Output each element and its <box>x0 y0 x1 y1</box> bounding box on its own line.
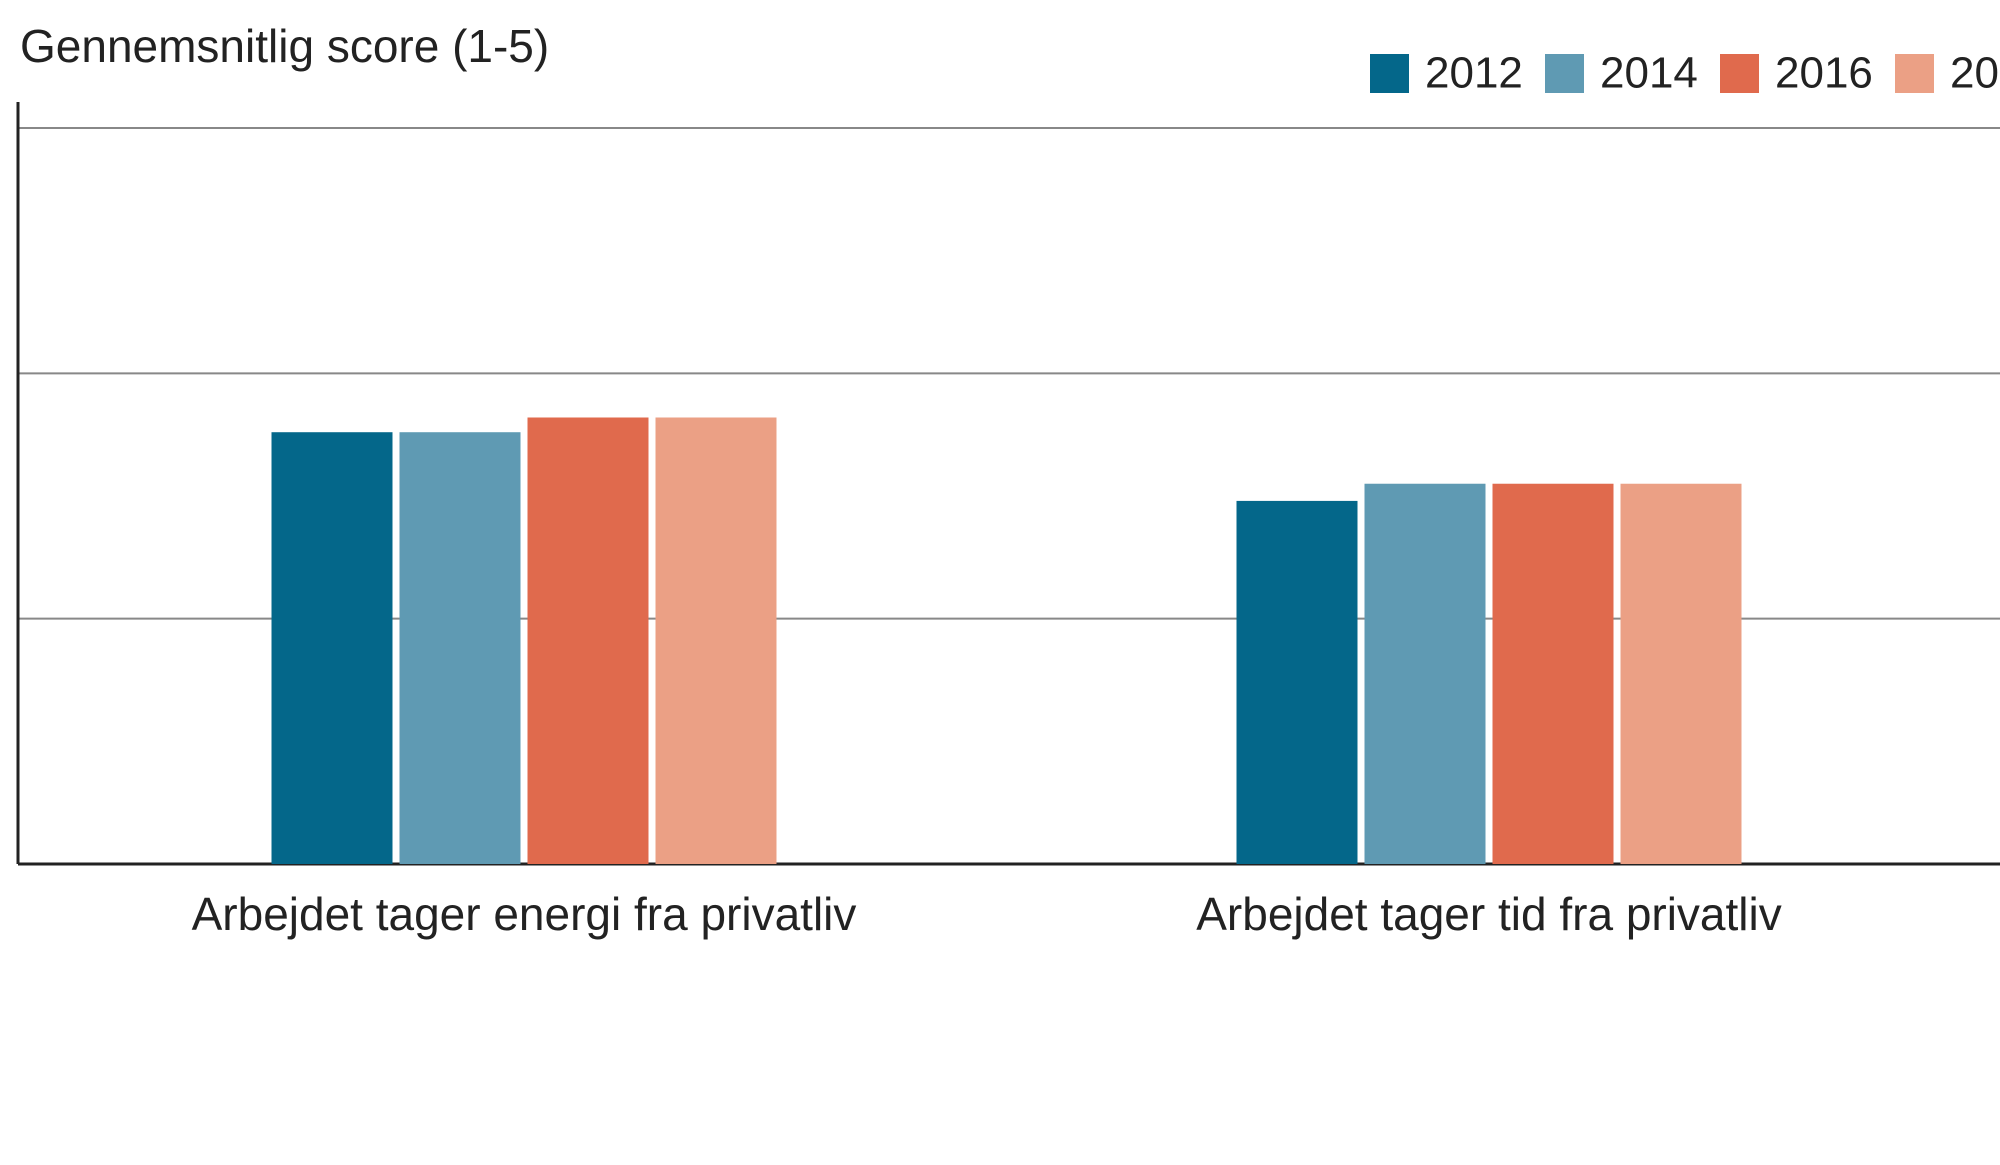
legend-swatch <box>1720 54 1759 93</box>
bar <box>1620 483 1742 864</box>
legend-label: 2018 <box>1950 49 2000 98</box>
legend-label: 2012 <box>1425 49 1523 98</box>
x-tick-label: Arbejdet tager tid fra privatliv <box>1196 888 1782 940</box>
legend-label: 2014 <box>1600 49 1698 98</box>
bar <box>1236 500 1358 864</box>
legend-swatch <box>1545 54 1584 93</box>
bar <box>1364 483 1486 864</box>
bar <box>655 417 777 864</box>
bar <box>1492 483 1614 864</box>
legend-swatch <box>1895 54 1934 93</box>
bar <box>399 432 521 864</box>
legend-swatch <box>1370 54 1409 93</box>
x-tick-label: Arbejdet tager energi fra privatliv <box>192 888 857 940</box>
chart-title: Gennemsnitlig score (1-5) <box>20 20 549 72</box>
legend-label: 2016 <box>1775 49 1873 98</box>
bar <box>271 432 393 864</box>
bar <box>527 417 649 864</box>
